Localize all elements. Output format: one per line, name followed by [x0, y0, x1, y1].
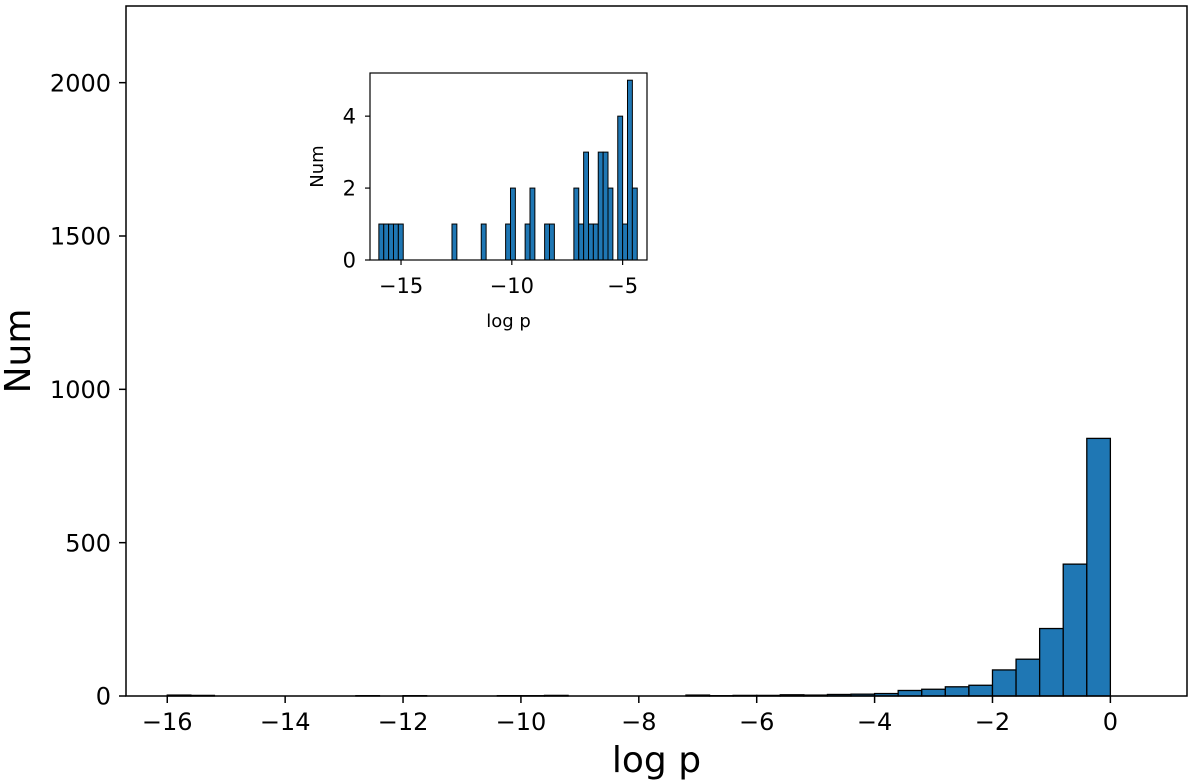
inset-y-tick-label: 4: [343, 105, 356, 129]
inset-x-tick-label: −10: [490, 274, 534, 298]
inset-y-tick-label: 2: [343, 177, 356, 201]
inset-bar: [388, 223, 394, 261]
main-chart: −16 −14 −12 −10 −8 −6 −4 −2 0 0 500 1000 1500 2000 log…: [0, 5, 1188, 781]
inset-axes-frame: [369, 72, 648, 261]
main-axes-frame: [125, 5, 1188, 697]
inset-x-axis-label: log p: [486, 311, 531, 332]
inset-bar: [378, 223, 385, 261]
main-y-tick-label: 0: [96, 683, 111, 711]
inset-bar: [592, 223, 599, 261]
inset-bar: [392, 223, 399, 261]
main-plot-area: [126, 6, 1187, 696]
inset-y-tick-label: 0: [343, 249, 356, 273]
main-bar: [897, 689, 923, 697]
inset-bar: [631, 187, 638, 261]
inset-bar: [383, 223, 390, 261]
inset-bar: [583, 151, 589, 261]
main-x-tick-label: −16: [142, 708, 193, 736]
inset-bar: [529, 187, 536, 261]
main-x-tick-label: −2: [975, 708, 1010, 736]
main-y-tick-label: 2000: [50, 69, 111, 97]
inset-bar: [505, 223, 511, 261]
inset-bar: [480, 223, 487, 261]
main-bar: [944, 686, 970, 697]
inset-x-tick-label: −15: [379, 274, 423, 298]
inset-bar: [622, 223, 628, 261]
inset-bar: [573, 187, 580, 261]
inset-bar: [578, 223, 585, 261]
inset-bar: [524, 223, 531, 261]
inset-bar: [617, 115, 624, 261]
main-y-axis-label: Num: [0, 309, 39, 394]
main-bar: [991, 669, 1017, 697]
inset-bar: [397, 223, 404, 261]
inset-bar: [597, 151, 604, 261]
inset-chart: −15 −10 −5 0 2 4 log p Num: [307, 72, 648, 332]
inset-bar: [587, 223, 594, 261]
main-y-tick-label: 500: [65, 529, 111, 557]
main-bar: [921, 688, 946, 697]
main-x-axis-label: log p: [612, 740, 701, 781]
inset-bar: [602, 151, 609, 261]
main-bar: [1038, 627, 1064, 697]
inset-bar: [626, 79, 633, 261]
main-x-tick-label: −4: [857, 708, 892, 736]
main-y-tick-label: 1000: [50, 376, 111, 404]
inset-bar: [544, 223, 550, 261]
main-x-tick-label: −14: [260, 708, 311, 736]
main-x-tick-label: −8: [621, 708, 656, 736]
inset-bar: [548, 223, 555, 261]
inset-y-axis-label: Num: [307, 145, 328, 187]
main-x-tick-label: −10: [496, 708, 547, 736]
inset-x-tick-label: −5: [607, 274, 638, 298]
main-bar: [1015, 658, 1041, 697]
main-y-tick-label: 1500: [50, 223, 111, 251]
inset-bar: [451, 223, 458, 261]
main-bar: [968, 684, 994, 697]
inset-bar: [607, 187, 614, 261]
main-x-tick-label: −12: [378, 708, 429, 736]
main-x-tick-label: −6: [739, 708, 774, 736]
main-x-tick-label: 0: [1103, 708, 1118, 736]
main-bar: [1086, 437, 1112, 697]
inset-bar: [509, 187, 516, 261]
main-bar: [1062, 563, 1088, 697]
